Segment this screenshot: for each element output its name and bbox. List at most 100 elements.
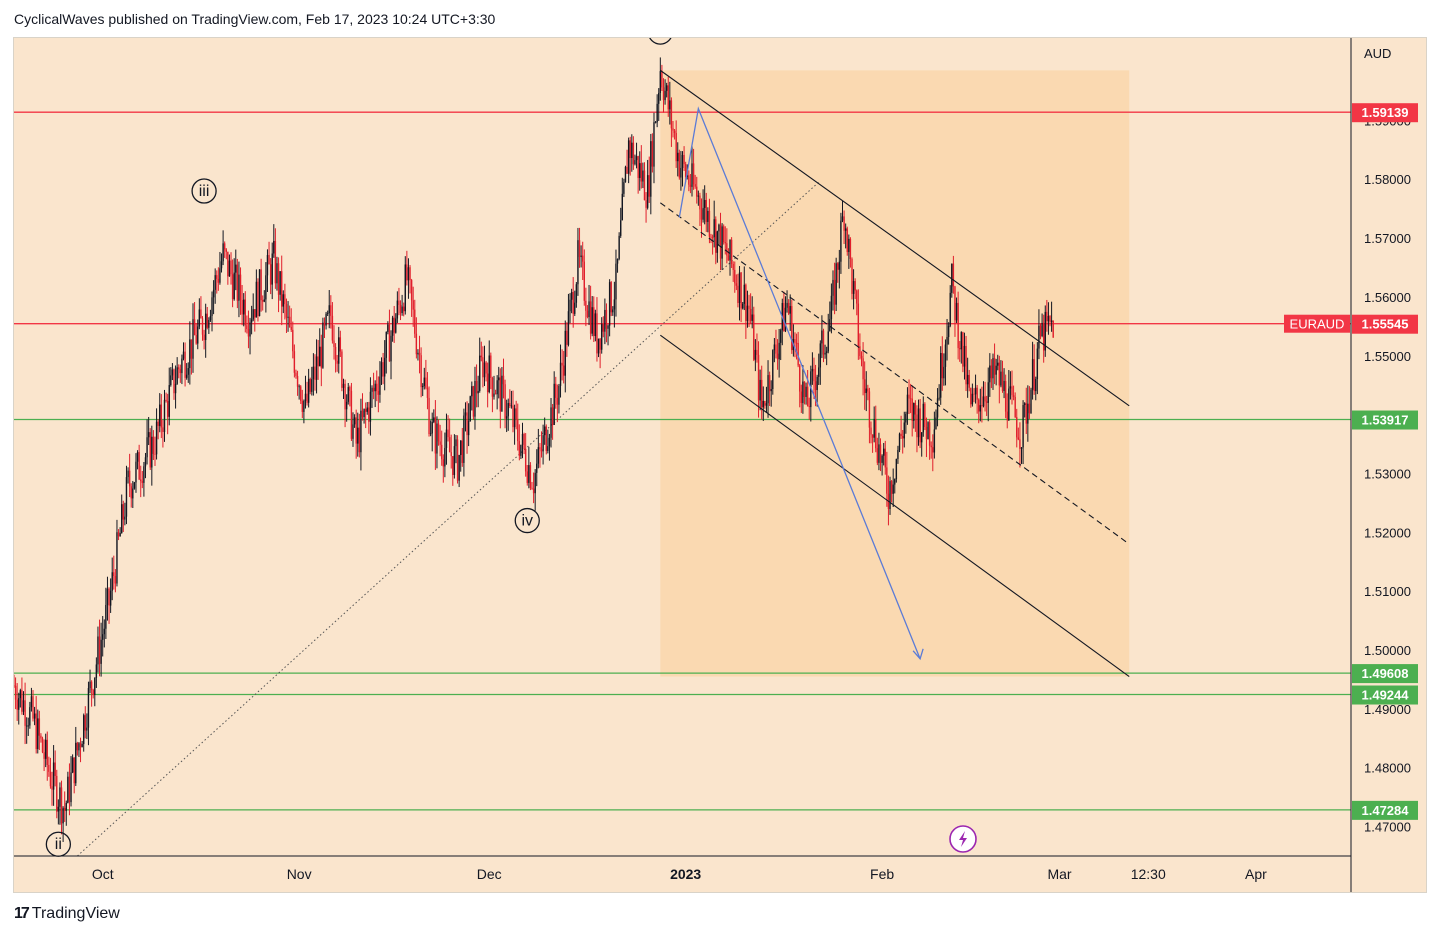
projection-arrowhead: [912, 648, 924, 661]
candle-body: [746, 305, 749, 321]
candle-body: [559, 362, 562, 386]
candle-body: [561, 362, 563, 366]
candle-body: [366, 407, 368, 412]
channel-middle-line[interactable]: [659, 202, 1130, 545]
candle-body: [95, 664, 98, 678]
tradingview-logo[interactable]: 17 TradingView: [14, 905, 120, 923]
wave-label-circle[interactable]: [648, 38, 672, 45]
candle-body: [455, 439, 457, 447]
candle-body: [155, 421, 158, 455]
candle-body: [422, 385, 424, 388]
candle-body: [643, 170, 646, 201]
candle-body: [602, 324, 604, 332]
candle-body: [875, 418, 877, 449]
price-tag-label: 1.53917: [1362, 413, 1409, 428]
candle-body: [100, 639, 102, 664]
candle-body: [40, 735, 42, 739]
candle-body: [301, 400, 304, 412]
candle-body: [106, 588, 109, 605]
time-tick-label: Apr: [1245, 866, 1267, 882]
candle-body: [1017, 437, 1020, 440]
candle-body: [924, 403, 926, 428]
candle-body: [860, 355, 863, 359]
candle-body: [334, 346, 337, 361]
candle-body: [645, 200, 647, 208]
candle-body: [768, 375, 771, 392]
candle-body: [534, 472, 536, 494]
candlestick-chart[interactable]: iiiiiivvAUD1.470001.480001.490001.500001…: [14, 38, 1426, 892]
candle-body: [342, 383, 345, 388]
wave-label-circle[interactable]: [191, 178, 217, 204]
candle-body: [132, 488, 134, 499]
chart-area[interactable]: iiiiiivvAUD1.470001.480001.490001.500001…: [13, 37, 1427, 893]
candle-body: [78, 743, 80, 751]
candle-body: [1016, 417, 1018, 438]
candle-body: [33, 713, 36, 719]
candle-body: [211, 297, 213, 316]
price-tag: [1352, 800, 1418, 820]
candle-body: [185, 374, 188, 378]
candle-body: [575, 284, 578, 303]
time-tick-label: Oct: [92, 866, 114, 882]
candle-body: [147, 432, 150, 438]
candle-body: [339, 337, 342, 352]
symbol-tag-label: EURAUD: [1290, 317, 1345, 332]
candle-body: [1003, 381, 1005, 391]
candle-body: [124, 516, 126, 520]
candle-body: [721, 226, 723, 259]
candle-body: [521, 433, 524, 445]
candle-body: [651, 141, 654, 167]
wave-label-circle[interactable]: [514, 507, 540, 534]
candle-body: [353, 417, 356, 425]
candle-body: [868, 391, 871, 428]
candle-body: [249, 322, 251, 337]
candle-body: [732, 264, 734, 270]
candle-body: [258, 269, 261, 316]
trendline-dotted[interactable]: [77, 181, 820, 857]
candle-body: [919, 408, 921, 443]
candle-body: [330, 305, 332, 316]
candle-body: [903, 422, 905, 439]
candle-body: [661, 71, 663, 88]
candle-body: [393, 317, 395, 333]
candle-body: [407, 267, 410, 281]
candle-body: [773, 344, 776, 351]
candle-body: [833, 279, 836, 305]
candle-body: [642, 170, 644, 182]
candle-body: [551, 407, 554, 425]
candle-body: [510, 405, 513, 407]
candle-body: [745, 284, 747, 321]
candle-body: [75, 742, 77, 784]
candle-body: [135, 461, 137, 483]
candle-body: [791, 306, 793, 351]
candle-body: [843, 216, 845, 231]
candle-body: [854, 281, 856, 291]
candle-body: [558, 385, 560, 405]
candle-body: [176, 367, 178, 384]
candle-body: [402, 306, 405, 312]
candle-body: [154, 453, 156, 455]
candle-body: [878, 444, 880, 463]
candle-body: [92, 690, 94, 695]
candle-body: [426, 387, 429, 398]
candle-body: [160, 404, 163, 428]
candle-body: [170, 375, 172, 386]
candle-body: [1000, 371, 1002, 386]
candle-body: [409, 267, 411, 281]
candle-body: [437, 423, 440, 442]
candle-body: [250, 319, 253, 323]
candle-body: [532, 488, 535, 494]
channel-upper-line[interactable]: [660, 69, 1130, 407]
candle-body: [989, 365, 991, 383]
candle-body: [966, 374, 969, 385]
candle-body: [689, 184, 692, 187]
candle-body: [799, 365, 801, 392]
candle-body: [985, 401, 988, 403]
candle-body: [395, 318, 397, 333]
candle-body: [18, 698, 20, 710]
candle-body: [675, 132, 677, 162]
candle-body: [921, 432, 923, 443]
channel-lower-line[interactable]: [659, 334, 1130, 677]
candle-body: [113, 572, 115, 576]
projection-arrow[interactable]: [678, 106, 921, 660]
